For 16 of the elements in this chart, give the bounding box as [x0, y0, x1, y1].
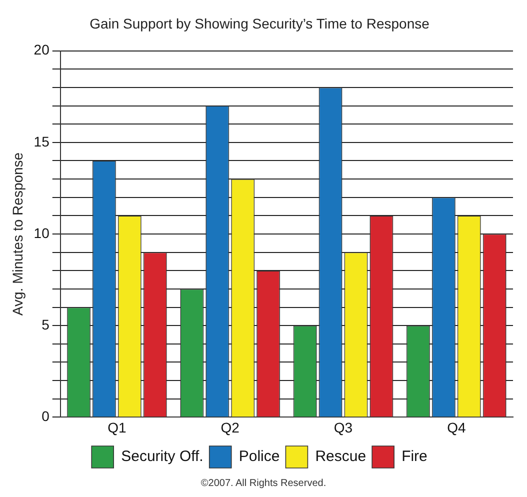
- y-tick-label: 5: [42, 316, 50, 332]
- y-tick-label: 0: [42, 408, 50, 424]
- legend-label: Police: [238, 448, 280, 466]
- x-tick-label: Q2: [220, 419, 240, 436]
- chart-title: Gain Support by Showing Security’s Time to Response: [90, 15, 430, 32]
- x-tick-label: Q1: [108, 419, 126, 436]
- y-tick-label: 15: [34, 133, 50, 150]
- legend-label: Fire: [402, 448, 428, 466]
- y-axis-title: Avg. Minutes to Response: [9, 152, 26, 316]
- legend-label: Security Off.: [121, 448, 204, 466]
- x-tick-label: Q4: [447, 419, 466, 436]
- y-tick-label: 10: [34, 224, 50, 241]
- legend-label: Rescue: [315, 448, 366, 466]
- text: ©2007. All Rights Reserved.: [200, 478, 328, 489]
- y-tick-label: 20: [34, 42, 50, 58]
- x-tick-label: Q3: [334, 419, 353, 436]
